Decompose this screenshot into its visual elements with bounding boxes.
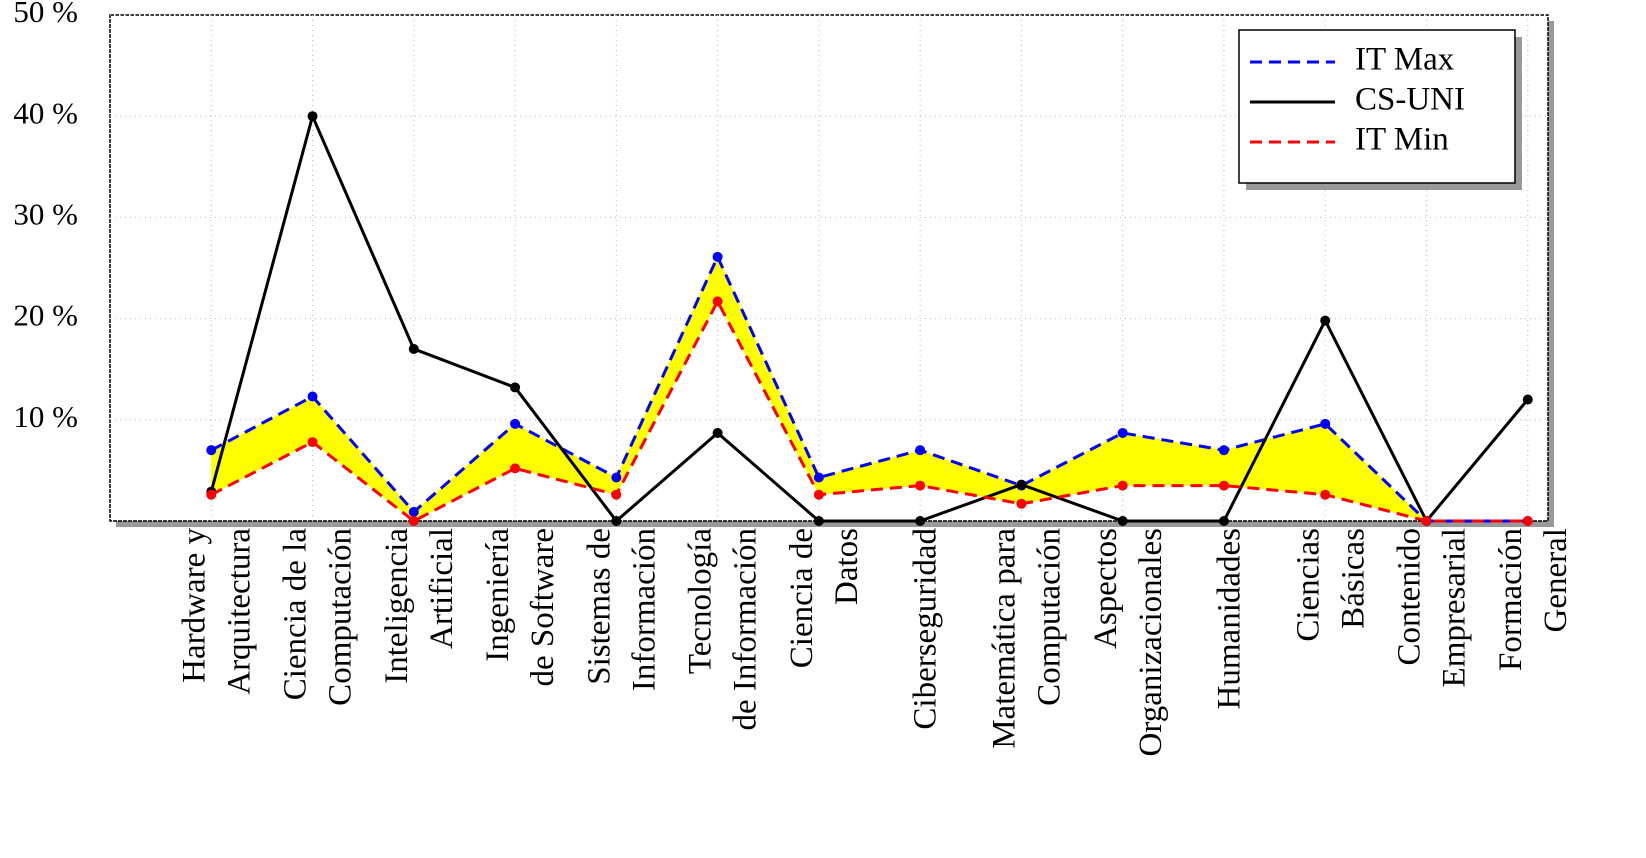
point — [813, 489, 824, 500]
point — [1320, 418, 1331, 429]
point — [1218, 445, 1229, 456]
x-tick-label: de Software — [525, 528, 561, 687]
point — [408, 343, 419, 354]
x-tick-label: Formación — [1493, 528, 1529, 671]
x-tick-label: Matemática para — [986, 528, 1022, 749]
x-tick-label: Inteligencia — [379, 528, 415, 684]
point — [1117, 480, 1128, 491]
point — [1218, 480, 1229, 491]
y-tick-label: 10 % — [13, 399, 78, 434]
legend-label: IT Min — [1355, 122, 1449, 158]
point — [1320, 315, 1331, 326]
point — [510, 463, 521, 474]
point — [813, 472, 824, 483]
point — [1522, 394, 1533, 405]
point — [1522, 516, 1533, 526]
x-tick-label: Ciencia de la — [278, 528, 314, 701]
point — [408, 506, 419, 517]
series-line — [210, 298, 1528, 523]
x-tick-label: Ciencia de — [784, 528, 820, 668]
point — [1320, 489, 1331, 500]
x-tick-label: de Información — [728, 528, 764, 731]
point — [307, 391, 318, 402]
x-tick-label: Organizacionales — [1133, 528, 1169, 756]
x-tick-label: Datos — [829, 528, 865, 605]
point — [611, 472, 622, 483]
point — [206, 445, 217, 456]
series-line — [210, 253, 1528, 523]
point — [307, 437, 318, 448]
x-tick-label: Artificial — [424, 528, 460, 649]
x-tick-label: Ciberseguridad — [908, 528, 944, 730]
x-tick-label: Contenido — [1392, 528, 1428, 666]
x-tick-label: Tecnología — [683, 528, 719, 674]
x-tick-label: General — [1538, 528, 1574, 632]
point — [712, 251, 723, 262]
x-tick-label: Hardware y — [176, 528, 212, 683]
point — [1016, 479, 1027, 490]
point — [611, 516, 622, 526]
point — [611, 489, 622, 500]
point — [1016, 498, 1027, 509]
x-tick-label: Aspectos — [1088, 528, 1124, 649]
legend-label: CS-UNI — [1355, 82, 1465, 118]
point — [915, 516, 926, 526]
x-tick-label: Empresarial — [1437, 528, 1473, 687]
x-tick-label: Sistemas de — [581, 528, 617, 685]
point — [408, 516, 419, 526]
x-tick-label: Información — [626, 528, 662, 691]
x-tick-label: Computación — [323, 528, 359, 706]
labels: 10 % 20 % 30 % 40 % 50 % Hardware y Arquitectu… — [13, 0, 1573, 756]
x-tick-label: Básicas — [1335, 528, 1371, 629]
y-tick-label: 40 % — [13, 95, 78, 130]
y-tick-label: 30 % — [13, 197, 78, 232]
point — [1117, 427, 1128, 438]
point — [915, 445, 926, 456]
series-line — [209, 111, 1529, 524]
legend-box — [1238, 29, 1516, 184]
point — [510, 382, 521, 393]
point — [712, 427, 723, 438]
point — [712, 296, 723, 307]
point — [1421, 516, 1432, 526]
legend: IT Max CS-UNI IT Min — [1238, 29, 1522, 190]
point — [813, 516, 824, 526]
point — [206, 489, 217, 500]
y-tick-label: 50 % — [13, 0, 78, 29]
point — [915, 480, 926, 491]
marks — [206, 111, 1533, 526]
point — [1117, 516, 1128, 526]
x-tick-label: Ciencias — [1290, 528, 1326, 642]
y-tick-label: 20 % — [13, 298, 78, 333]
x-tick-label: Ingeniería — [480, 528, 516, 662]
x-tick-label: Computación — [1031, 528, 1067, 706]
x-tick-label: Humanidades — [1212, 528, 1248, 709]
point — [1218, 516, 1229, 526]
fill-area — [211, 256, 1528, 521]
x-tick-label: Arquitectura — [221, 528, 257, 695]
point — [510, 418, 521, 429]
legend-label: IT Max — [1355, 42, 1455, 78]
point — [307, 111, 318, 122]
